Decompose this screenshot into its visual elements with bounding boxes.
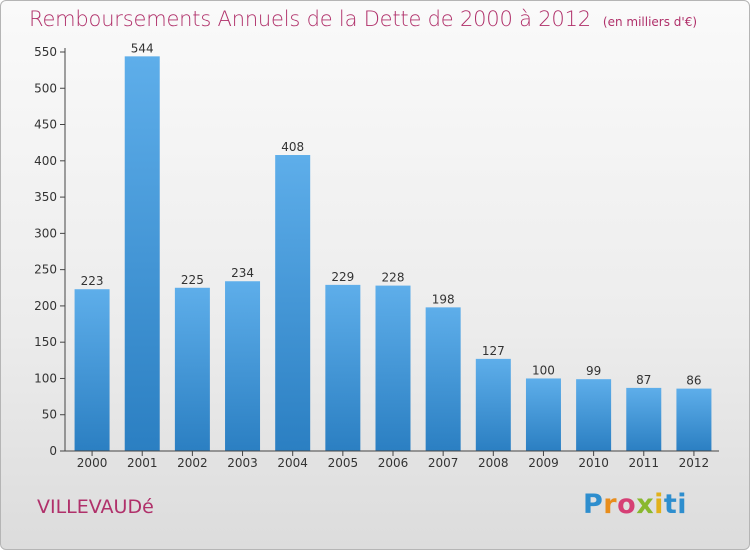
bar-value-label: 86 xyxy=(686,374,701,388)
x-tick-label: 2006 xyxy=(378,456,409,470)
bar-2001 xyxy=(124,56,160,452)
bar-value-label: 228 xyxy=(382,271,405,285)
bar-2010 xyxy=(576,379,612,451)
x-tick-label: 2012 xyxy=(679,456,710,470)
bar-value-label: 198 xyxy=(432,292,455,306)
bar-value-label: 99 xyxy=(586,364,601,378)
y-tick-label: 500 xyxy=(34,81,57,95)
commune-name: VILLEVAUDé xyxy=(37,496,154,518)
y-tick-label: 50 xyxy=(42,408,57,422)
x-tick-label: 2007 xyxy=(428,456,459,470)
bar-value-label: 544 xyxy=(131,41,154,55)
x-tick-label: 2004 xyxy=(277,456,308,470)
y-tick-label: 250 xyxy=(34,263,57,277)
x-axis: 2000 2001 2002 2003 2004 2005 2006 2007 2008 2009… xyxy=(65,450,719,470)
bar-2000 xyxy=(74,289,110,451)
x-tick-label: 2010 xyxy=(578,456,609,470)
y-axis: 0 50 100 150 200 250 300 350 400 450 500 550 xyxy=(34,45,66,458)
bar-value-label: 87 xyxy=(636,373,651,387)
chart-title-text: Remboursements Annuels de la Dette de 20… xyxy=(29,7,591,31)
bar-value-label: 229 xyxy=(331,270,354,284)
x-tick-label: 2003 xyxy=(227,456,258,470)
y-tick-label: 300 xyxy=(34,226,57,240)
bar-value-label: 225 xyxy=(181,273,204,287)
bar-value-label: 127 xyxy=(482,344,505,358)
x-tick-label: 2001 xyxy=(127,456,158,470)
bar-2007 xyxy=(425,307,461,451)
chart-unit-label: (en milliers d'€) xyxy=(602,15,698,29)
x-tick-label: 2011 xyxy=(628,456,659,470)
y-tick-label: 350 xyxy=(34,190,57,204)
bar-2011 xyxy=(626,387,662,451)
bar-value-label: 223 xyxy=(81,274,104,288)
y-tick-label: 100 xyxy=(34,371,57,385)
bar-2008 xyxy=(475,358,511,451)
y-tick-label: 550 xyxy=(34,45,57,59)
bar-2002 xyxy=(174,287,210,451)
x-tick-label: 2000 xyxy=(77,456,108,470)
bar-2012 xyxy=(676,388,712,451)
bar-2009 xyxy=(525,378,561,451)
y-tick-label: 200 xyxy=(34,299,57,313)
bar-value-label: 408 xyxy=(281,140,304,154)
bar-2004 xyxy=(275,155,311,452)
y-tick-label: 150 xyxy=(34,335,57,349)
bar-2003 xyxy=(225,281,261,451)
proxiti-logo: Proxiti xyxy=(583,489,688,520)
x-tick-label: 2008 xyxy=(478,456,509,470)
bar-2006 xyxy=(375,285,411,451)
x-tick-label: 2005 xyxy=(328,456,359,470)
bar-value-label: 100 xyxy=(532,363,555,377)
x-tick-label: 2009 xyxy=(528,456,559,470)
x-tick-label: 2002 xyxy=(177,456,208,470)
bar-2005 xyxy=(325,284,361,451)
y-tick-label: 0 xyxy=(49,444,57,458)
bars-group: 223 544 225 234 408 229 228 198 127 100 99 87 86 xyxy=(74,41,712,452)
bar-value-label: 234 xyxy=(231,266,254,280)
chart-title: Remboursements Annuels de la Dette de 20… xyxy=(29,7,697,31)
y-tick-label: 400 xyxy=(34,154,57,168)
y-tick-label: 450 xyxy=(34,118,57,132)
